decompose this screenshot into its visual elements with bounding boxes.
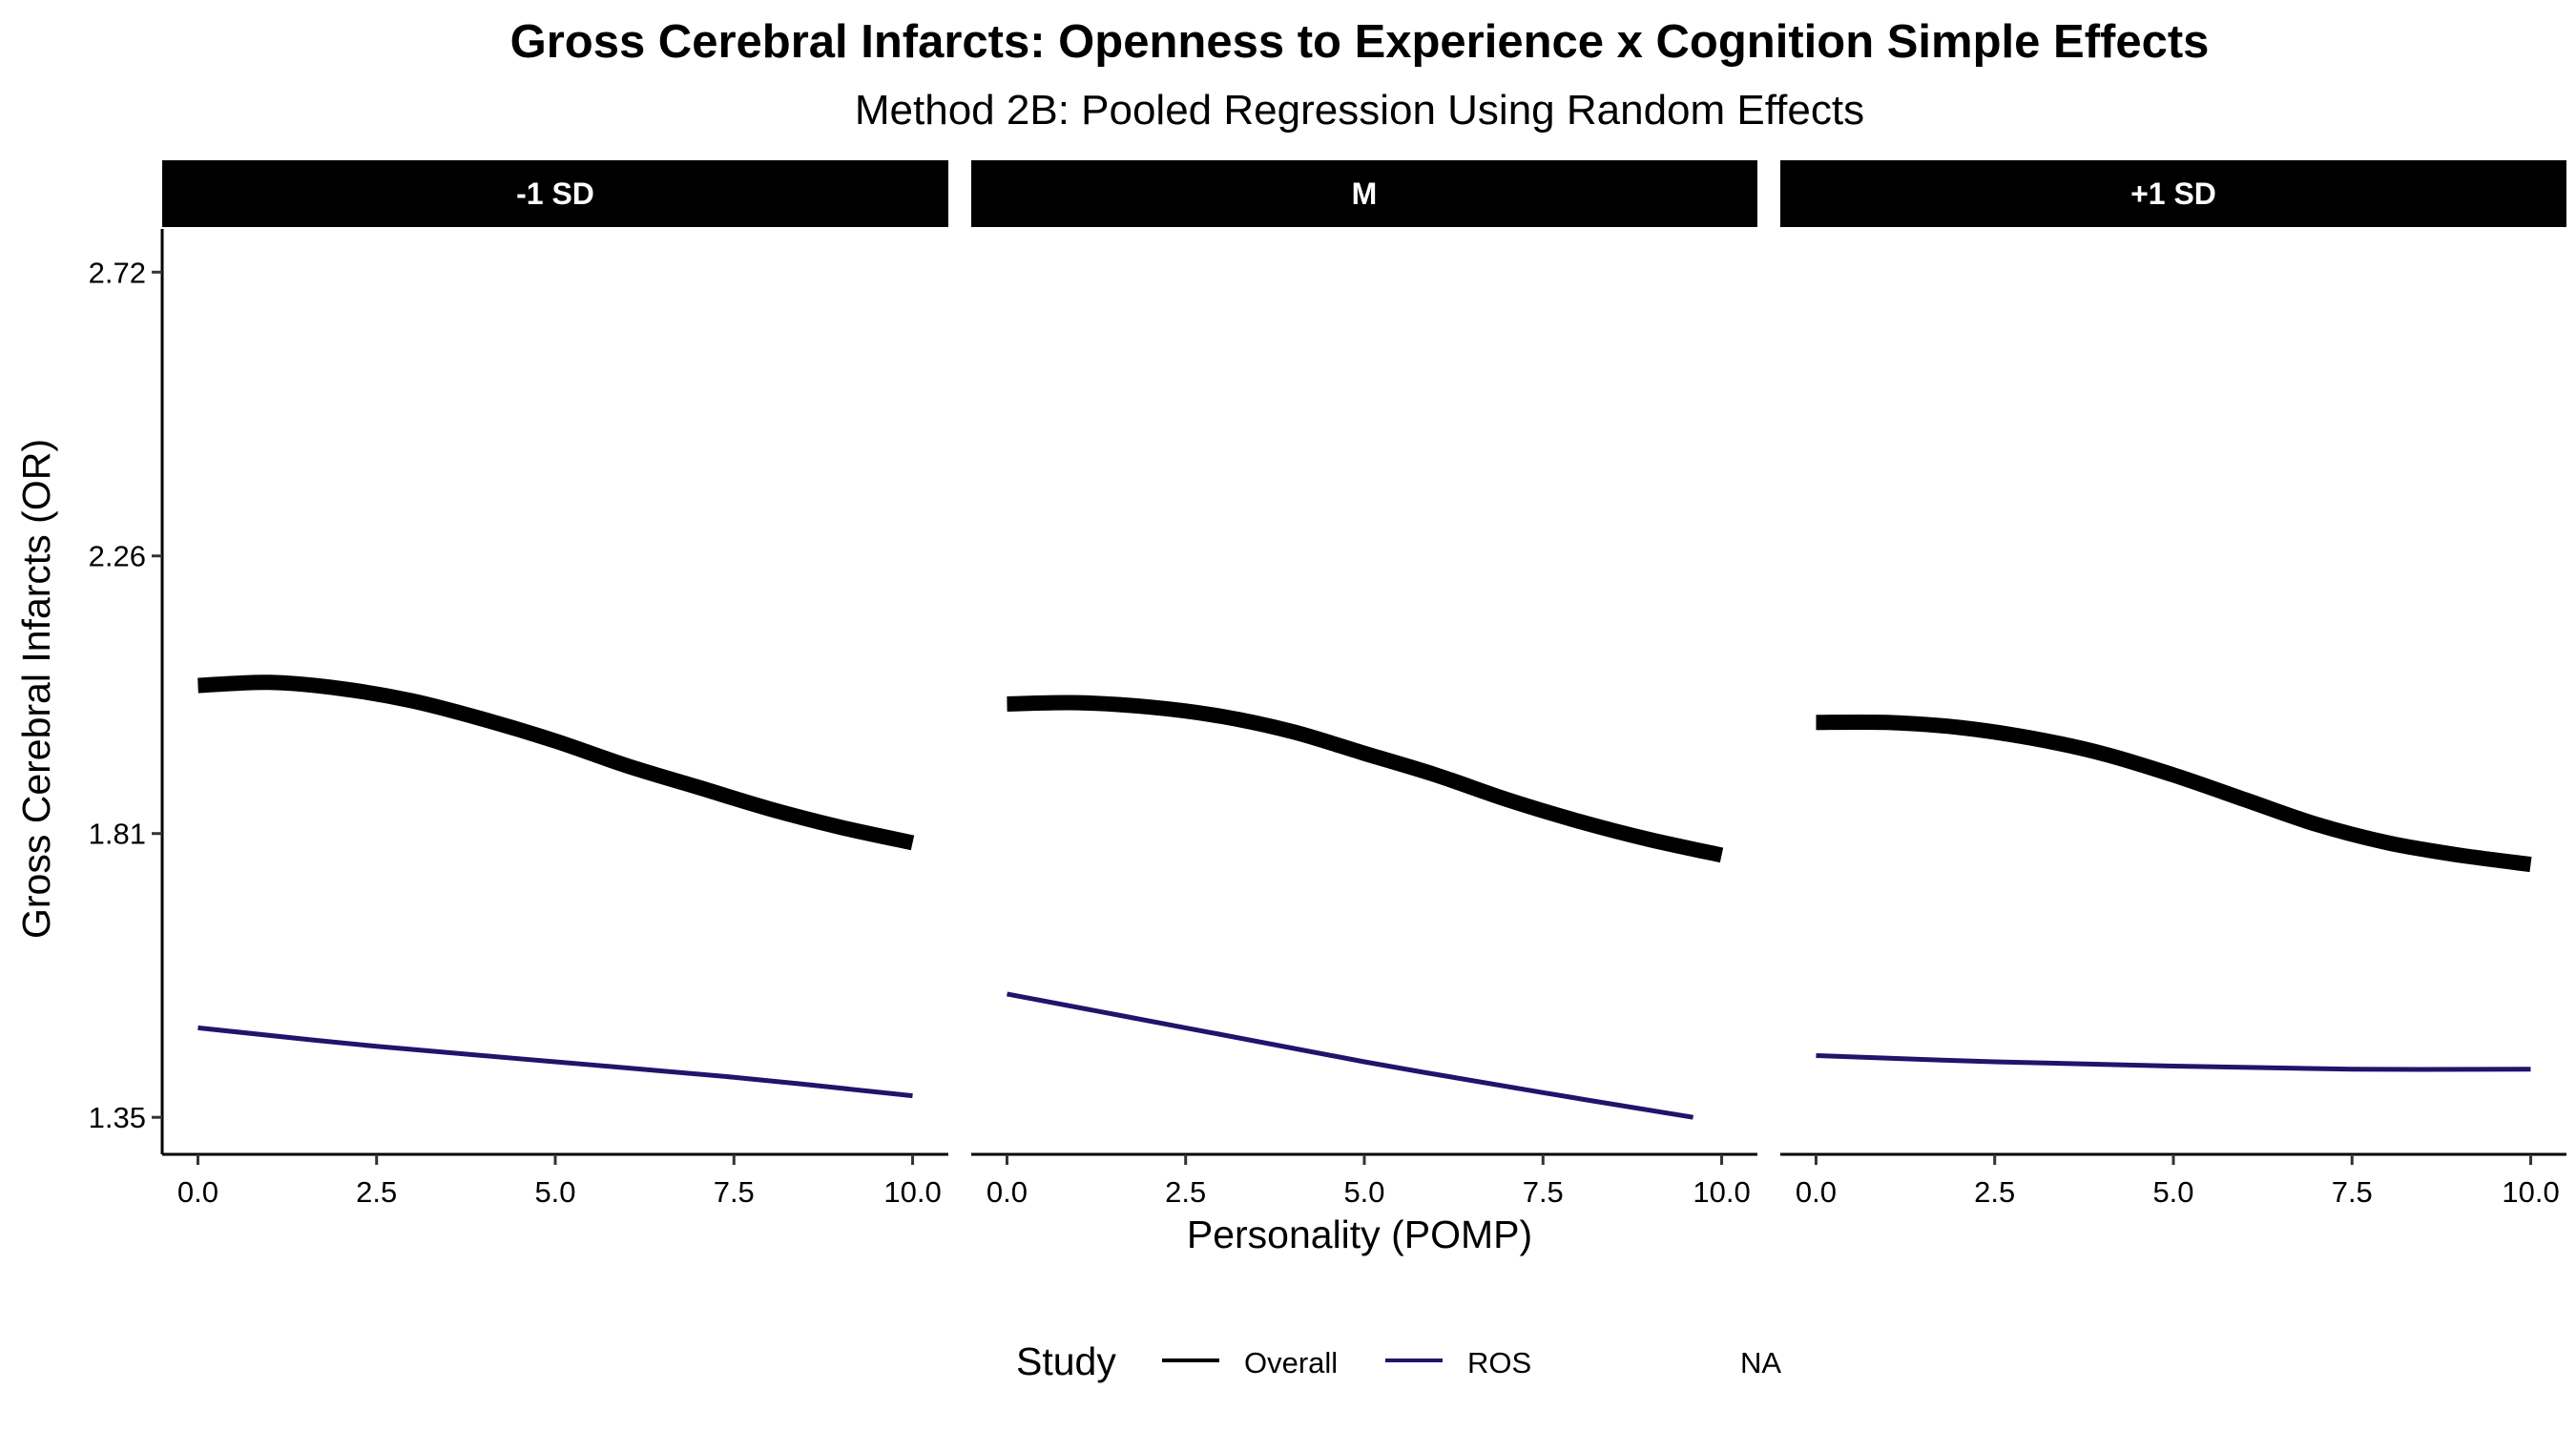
strip-label: -1 SD: [516, 176, 594, 211]
series-line-ros: [197, 1025, 913, 1099]
strip-background: [162, 160, 948, 227]
y-axis-title: Gross Cerebral Infarcts (OR): [14, 439, 58, 939]
x-tick-label: 0.0: [177, 1175, 218, 1209]
panel-3: +1 SD 0.0 2.5 5.0 7.5 10.0: [1780, 160, 2566, 1209]
x-tick-label: 7.5: [1523, 1175, 1564, 1209]
legend-label-ros: ROS: [1467, 1346, 1531, 1379]
x-tick-label: 10.0: [1693, 1175, 1750, 1209]
series-line-overall: [197, 674, 915, 851]
x-tick-label: 2.5: [1165, 1175, 1206, 1209]
x-tick-label: 5.0: [2152, 1175, 2193, 1209]
x-tick-label: 7.5: [714, 1175, 755, 1209]
chart-subtitle: Method 2B: Pooled Regression Using Rando…: [855, 87, 1864, 134]
series-line-ros: [1816, 1053, 2531, 1072]
x-tick-label: 5.0: [534, 1175, 575, 1209]
strip-background: [971, 160, 1757, 227]
strip-background: [1780, 160, 2566, 227]
panel-1: -1 SD 1.35 1.81 2.26 2.72 0.0 2.5 5.0 7.5 10.0: [89, 160, 948, 1209]
strip-label: +1 SD: [2130, 176, 2216, 211]
strip-label: M: [1352, 176, 1378, 211]
legend-title: Study: [1016, 1339, 1116, 1383]
panel-2: M 0.0 2.5 5.0 7.5 10.0: [971, 160, 1757, 1209]
panels: -1 SD 1.35 1.81 2.26 2.72 0.0 2.5 5.0 7.5 10.0 M 0.…: [89, 160, 2566, 1209]
x-axis-title: Personality (POMP): [1187, 1213, 1532, 1256]
x-tick-label: 2.5: [356, 1175, 397, 1209]
y-tick-label: 2.72: [89, 256, 146, 289]
legend-label-na: NA: [1740, 1346, 1781, 1379]
x-tick-label: 0.0: [1796, 1175, 1837, 1209]
x-tick-label: 10.0: [2502, 1175, 2559, 1209]
y-tick-label: 1.35: [89, 1101, 146, 1134]
x-tick-label: 0.0: [987, 1175, 1028, 1209]
y-tick-label: 2.26: [89, 540, 146, 573]
series-line-overall: [1816, 714, 2532, 873]
series-line-overall: [1007, 695, 1724, 863]
y-tick-label: 1.81: [89, 818, 146, 851]
legend: Study Overall ROS NA: [1016, 1339, 1781, 1383]
x-tick-label: 2.5: [1974, 1175, 2015, 1209]
chart-title: Gross Cerebral Infarcts: Openness to Exp…: [510, 16, 2210, 68]
legend-label-overall: Overall: [1244, 1346, 1338, 1379]
x-tick-label: 10.0: [883, 1175, 941, 1209]
x-tick-label: 7.5: [2332, 1175, 2373, 1209]
x-tick-label: 5.0: [1343, 1175, 1384, 1209]
series-line-ros: [1007, 991, 1694, 1120]
